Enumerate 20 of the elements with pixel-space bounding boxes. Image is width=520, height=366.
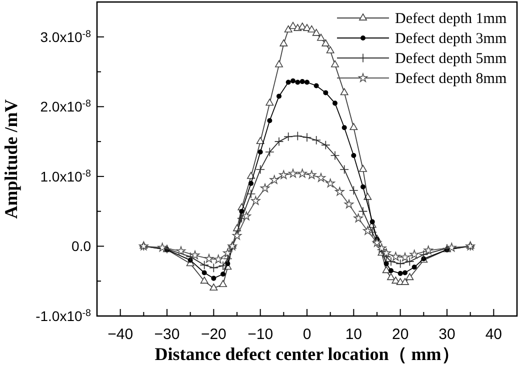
y-tick-label: 3.0x10$^{-8}$ [40,28,92,45]
y-tick-label: 0.0 [72,238,92,254]
x-tick-label: −20 [200,326,226,343]
x-tick-label: 0 [302,326,312,343]
x-tick-label: 30 [438,326,456,343]
x-tick-label: −10 [248,326,274,343]
x-axis-title: Distance defect center location（ mm） [154,344,460,364]
x-tick-label: −30 [154,326,180,343]
y-tick-label: 2.0x10$^{-8}$ [40,98,92,115]
x-tick-label: 10 [345,326,362,343]
y-tick-label: -1.0x10$^{-8}$ [36,308,92,324]
legend-label: Defect depth 1mm [395,11,507,27]
legend-label: Defect depth 5mm [395,51,507,67]
y-axis-title: Amplitude /mV [1,99,21,219]
x-tick-label: −40 [108,326,134,343]
y-tick-label: 1.0x10$^{-8}$ [40,168,92,184]
x-tick-label: 20 [392,326,409,343]
x-tick-label: 40 [485,326,502,343]
legend-label: Defect depth 3mm [395,31,507,47]
legend-label: Defect depth 8mm [395,71,507,87]
